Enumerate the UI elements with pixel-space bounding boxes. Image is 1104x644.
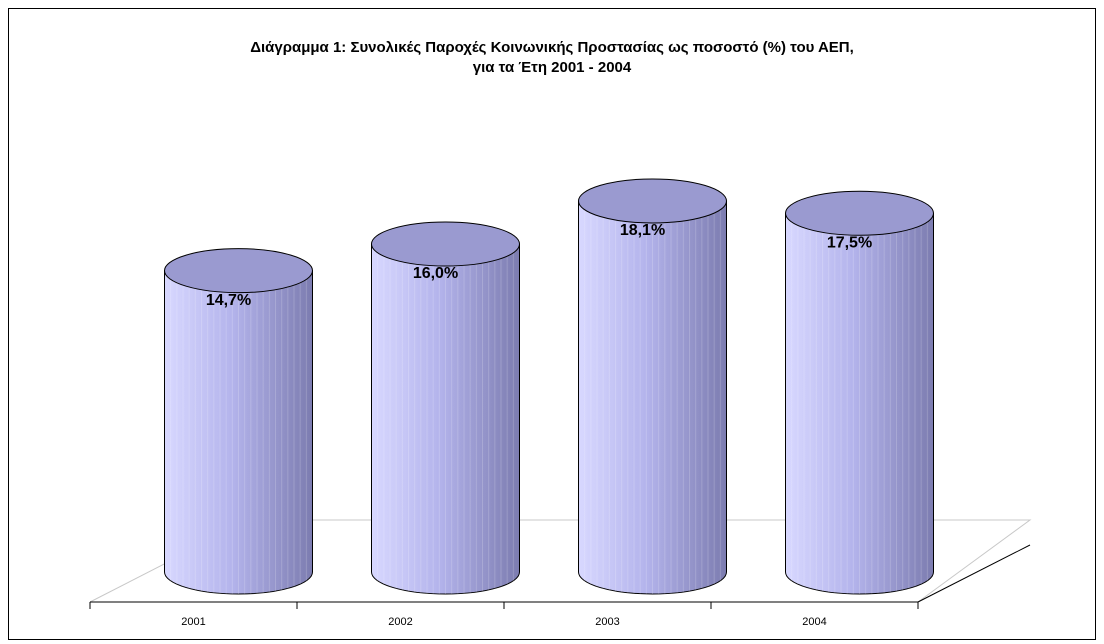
data-label: 16,0% — [413, 265, 458, 282]
data-label: 18,1% — [620, 222, 665, 239]
cylinder-body — [164, 270, 313, 595]
x-tick-label: 2003 — [595, 616, 619, 628]
bar — [785, 190, 934, 595]
cylinder-body — [578, 200, 727, 595]
data-label: 17,5% — [827, 234, 872, 251]
chart-title: για τα Έτη 2001 - 2004 — [473, 59, 632, 76]
floor-edge — [917, 544, 1031, 603]
cylinder-body — [371, 243, 520, 595]
bar — [371, 221, 520, 595]
cylinder-top — [578, 178, 727, 224]
cylinder-top — [371, 221, 520, 267]
x-tick-label: 2002 — [388, 616, 412, 628]
x-tick-label: 2001 — [181, 616, 205, 628]
cylinder-top — [785, 190, 934, 236]
bar — [578, 178, 727, 595]
bar — [164, 248, 313, 595]
cylinder-top — [164, 248, 313, 294]
data-label: 14,7% — [206, 292, 251, 309]
chart-title: Διάγραμμα 1: Συνολικές Παροχές Κοινωνική… — [250, 39, 854, 56]
cylinder-body — [785, 212, 934, 595]
x-tick-label: 2004 — [802, 616, 826, 628]
